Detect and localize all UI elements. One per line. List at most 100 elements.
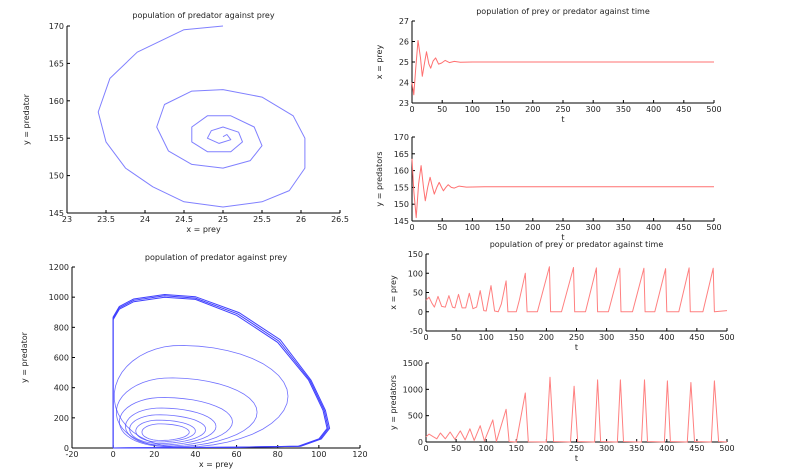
x-tick-label: 100 <box>311 450 326 459</box>
x-tick-label: 80 <box>273 450 283 459</box>
y-axis-label: x = prey <box>375 45 384 80</box>
limit-cycle <box>112 295 329 449</box>
y-axis-label: x = prey <box>389 275 398 310</box>
y-tick-label: 155 <box>394 183 409 192</box>
x-tick-label: 450 <box>676 223 691 232</box>
subplot-3: 0 50 100 150 200 250 300 350 400 450 500 145 150 155 1… <box>375 133 722 242</box>
x-tick-label: 0 <box>423 444 428 453</box>
x-tick-label: 100 <box>465 223 480 232</box>
x-tick-label: 60 <box>231 450 241 459</box>
y-tick-label: 1200 <box>49 263 69 272</box>
chart-title: population of prey or predator against t… <box>476 7 650 16</box>
y-tick-label: 25 <box>399 58 409 67</box>
y-tick-label: 165 <box>394 150 409 159</box>
x-tick-label: 200 <box>539 444 554 453</box>
subplot-2: 0 50 100 150 200 250 300 350 400 450 500 23 24 25 26 27… <box>375 7 722 124</box>
y-tick-label: 150 <box>394 200 409 209</box>
x-tick-label: 150 <box>495 105 510 114</box>
x-axis-label: t <box>575 454 578 463</box>
limit-cycle <box>112 296 328 449</box>
x-tick-label: 250 <box>569 444 584 453</box>
x-tick-label: 350 <box>616 223 631 232</box>
x-tick-label: 350 <box>629 444 644 453</box>
x-tick-label: 50 <box>437 223 447 232</box>
subplot-5: 0 50 100 150 200 250 300 350 400 450 500-500501001… <box>389 240 735 352</box>
y-tick-label: 160 <box>394 167 409 176</box>
y-tick-label: 50 <box>413 289 423 298</box>
chart-title: population of prey or predator against t… <box>490 240 664 249</box>
y-tick-label: 1000 <box>403 385 423 394</box>
x-tick-label: 26 <box>296 215 306 224</box>
phase-loop <box>141 423 190 441</box>
x-tick-label: 0 <box>409 105 414 114</box>
y-tick-label: 150 <box>408 250 423 259</box>
y-tick-label: 24 <box>399 79 409 88</box>
x-tick-label: 120 <box>352 450 367 459</box>
series-line <box>411 40 714 96</box>
x-tick-label: 250 <box>555 223 570 232</box>
x-tick-label: 50 <box>451 333 461 342</box>
y-tick-label: 23 <box>399 99 409 108</box>
x-tick-label: 23.5 <box>97 215 115 224</box>
y-axis-label: y = predators <box>375 151 384 206</box>
x-tick-label: 40 <box>190 450 200 459</box>
y-tick-label: 500 <box>408 412 423 421</box>
x-tick-label: 300 <box>599 444 614 453</box>
x-tick-label: 400 <box>659 444 674 453</box>
x-tick-label: 24.5 <box>175 215 193 224</box>
y-axis-label: y = predators <box>389 375 398 430</box>
x-axis-label: t <box>575 343 578 352</box>
x-tick-label: 150 <box>509 333 524 342</box>
x-tick-label: 500 <box>719 444 734 453</box>
x-tick-label: 450 <box>676 105 691 114</box>
series-line <box>411 158 714 219</box>
x-tick-label: 24 <box>140 215 150 224</box>
chart-title: population of predator against prey <box>145 253 287 262</box>
y-tick-label: 0 <box>64 444 69 453</box>
x-tick-label: 300 <box>599 333 614 342</box>
x-axis-label: x = prey <box>199 460 234 469</box>
y-tick-label: 27 <box>399 17 409 26</box>
phase-loop <box>135 419 196 443</box>
x-tick-label: 20 <box>149 450 159 459</box>
x-tick-label: 300 <box>586 105 601 114</box>
y-tick-label: 1000 <box>49 293 69 302</box>
series-line <box>425 376 728 443</box>
x-tick-label: 100 <box>479 333 494 342</box>
x-tick-label: 23 <box>62 215 72 224</box>
x-tick-label: 200 <box>525 105 540 114</box>
x-tick-label: 250 <box>555 105 570 114</box>
x-tick-label: 150 <box>495 223 510 232</box>
subplot-1: 23 23.5 24 24.5 25 25.5 26 26.5 145 150 155 160 165 1… <box>22 11 349 234</box>
y-tick-label: 170 <box>49 22 64 31</box>
series-line <box>425 266 728 313</box>
y-tick-label: -50 <box>410 327 423 336</box>
y-tick-label: 145 <box>49 209 64 218</box>
y-tick-label: 165 <box>49 59 64 68</box>
y-tick-label: 400 <box>54 384 69 393</box>
x-axis-label: t <box>561 233 564 242</box>
phase-loop <box>129 414 207 444</box>
subplot-6: 0 50 100 150 200 250 300 350 400 450 500 0 500 1000 15… <box>389 359 735 463</box>
x-tick-label: 200 <box>539 333 554 342</box>
y-tick-label: 170 <box>394 133 409 142</box>
x-tick-label: 0 <box>111 450 116 459</box>
x-tick-label: 25 <box>218 215 228 224</box>
y-tick-label: 0 <box>418 438 423 447</box>
limit-cycle <box>112 293 331 449</box>
x-tick-label: 0 <box>409 223 414 232</box>
x-tick-label: 400 <box>659 333 674 342</box>
phase-loop <box>125 407 217 446</box>
chart-title: population of predator against prey <box>132 11 274 20</box>
x-tick-label: 350 <box>629 333 644 342</box>
x-tick-label: 25.5 <box>253 215 271 224</box>
y-tick-label: 150 <box>49 172 64 181</box>
x-tick-label: 450 <box>689 444 704 453</box>
x-axis-label: t <box>561 115 564 124</box>
x-tick-label: 150 <box>509 444 524 453</box>
x-tick-label: 500 <box>706 223 721 232</box>
x-tick-label: 350 <box>616 105 631 114</box>
x-tick-label: 100 <box>465 105 480 114</box>
y-tick-label: 800 <box>54 323 69 332</box>
